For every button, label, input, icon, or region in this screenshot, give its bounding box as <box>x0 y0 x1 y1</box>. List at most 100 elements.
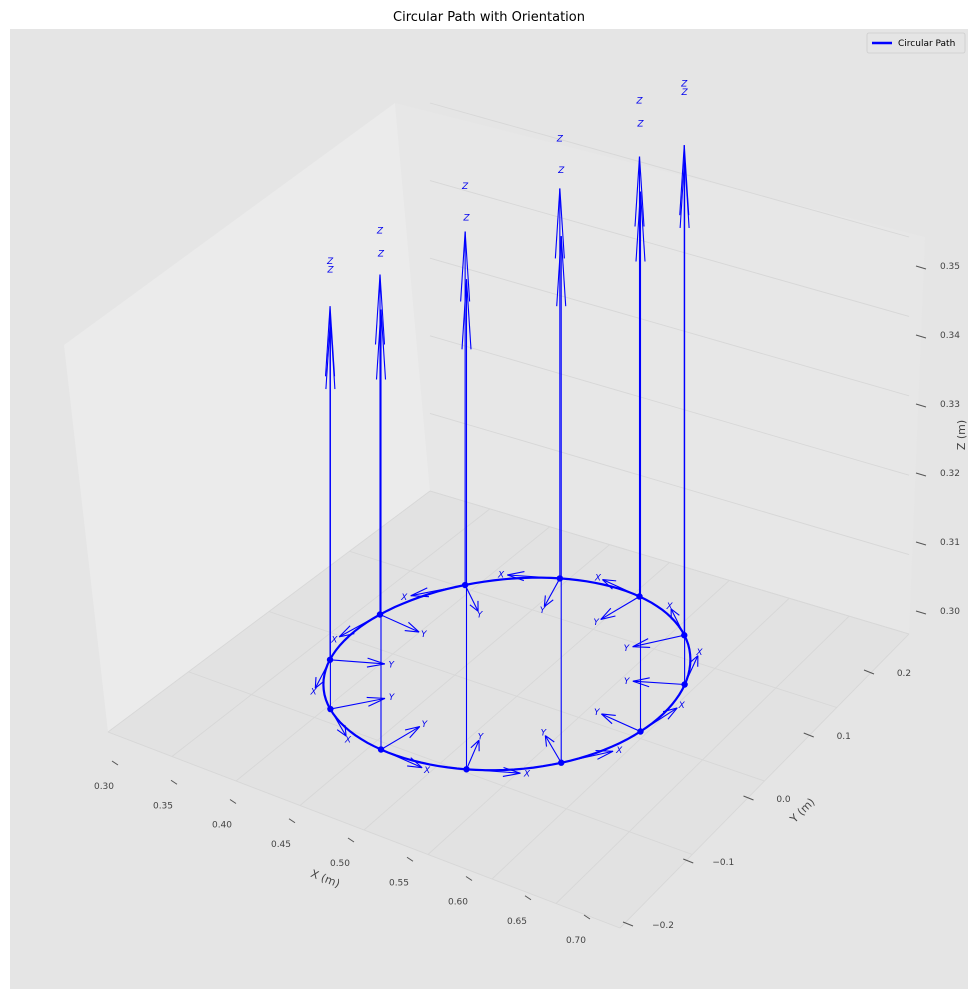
z-tick-label: 0.32 <box>940 469 960 479</box>
x-tick-mark <box>583 914 591 920</box>
z-tick-label: 0.30 <box>940 607 960 617</box>
frame-y-label: Y <box>421 630 428 640</box>
y-tick-label: 0.1 <box>837 732 851 742</box>
frame-x-axis <box>329 708 347 737</box>
frame-x-axis <box>338 614 381 638</box>
frame-y-label: Y <box>477 610 484 620</box>
grid-floor-y <box>349 550 837 708</box>
frame-x-label: X <box>695 648 703 658</box>
x-tick-label: 0.65 <box>507 917 527 927</box>
frame-x-axis <box>380 748 423 769</box>
y-tick-label: 0.2 <box>897 669 911 679</box>
frame-y-label: Y <box>389 660 396 670</box>
x-tick-label: 0.30 <box>94 782 114 792</box>
grid-back-z <box>429 257 910 397</box>
frame-y-label: Y <box>422 720 429 730</box>
path-point <box>327 705 334 713</box>
frame-y-axis <box>632 634 685 648</box>
frame-z-label: Z <box>556 135 564 145</box>
frame-y-axis <box>379 613 420 633</box>
z-tick-mark <box>915 541 927 546</box>
frame-z-axis <box>679 145 690 636</box>
frame-z-axis <box>634 156 645 597</box>
x-tick-mark <box>170 779 178 785</box>
frame-x-axis <box>314 659 331 689</box>
grid-back-z <box>429 335 910 476</box>
frame-y-label: Y <box>541 728 548 738</box>
frame-z-label: Z <box>681 88 689 98</box>
frame-y-axis <box>380 726 421 750</box>
x-tick-mark <box>524 895 532 901</box>
y-tick-mark <box>743 795 754 801</box>
frame-y-axis <box>601 713 641 733</box>
path-point <box>463 766 470 773</box>
x-tick-label: 0.35 <box>153 801 173 811</box>
frame-z-label: Z <box>461 182 469 192</box>
frame-y-axis <box>600 596 640 620</box>
frame-x-label: X <box>678 701 686 711</box>
x-tick-label: 0.60 <box>448 898 468 908</box>
frame-y-axis <box>329 657 385 668</box>
y-tick-mark <box>863 669 875 675</box>
frame-z-label: Z <box>376 227 384 237</box>
path-point <box>681 681 688 688</box>
frame-y-axis <box>464 584 479 612</box>
grid-back-z <box>429 102 910 238</box>
z-tick-label: 0.31 <box>940 538 960 548</box>
frame-y-label: Y <box>624 644 631 654</box>
path-point <box>636 593 643 600</box>
axis-panes <box>64 103 925 928</box>
grid-back-z <box>429 412 910 556</box>
z-tick-label: 0.35 <box>940 262 960 272</box>
frame-y-axis <box>465 739 480 770</box>
frame-z-axis <box>635 191 646 732</box>
frame-x-axis <box>561 749 614 764</box>
legend-box <box>866 32 966 54</box>
frame-y-label: Y <box>624 677 631 687</box>
grid-back-z <box>429 180 910 317</box>
y-tick-label: 0.0 <box>776 795 791 805</box>
frame-z-label: Z <box>680 79 688 89</box>
path-point <box>377 746 385 753</box>
frame-x-label: X <box>665 602 673 612</box>
axis-ticks: 0.30 0.35 0.40 0.45 0.50 0.55 0.60 0.65 0.70 −0.2… <box>94 262 960 946</box>
legend[interactable]: Circular Path <box>866 32 966 54</box>
path-point <box>558 759 565 766</box>
frame-z-axis <box>460 231 471 586</box>
path-point <box>681 632 688 639</box>
frame-x-axis <box>684 655 699 685</box>
x-tick-mark <box>465 876 473 881</box>
pane-back <box>395 103 925 634</box>
grid-floor-y <box>188 671 693 855</box>
x-tick-mark <box>347 837 355 843</box>
frame-z-label: Z <box>635 97 643 107</box>
frame-x-axis <box>507 571 560 582</box>
y-tick-mark <box>803 732 814 738</box>
frame-y-axis <box>330 696 386 710</box>
z-tick-mark <box>915 334 927 339</box>
frame-x-axis <box>410 584 466 598</box>
grid-floor-y <box>107 731 621 929</box>
x-tick-mark <box>229 799 237 804</box>
path-point <box>556 575 564 582</box>
z-tick-label: 0.33 <box>940 400 960 410</box>
x-tick-label: 0.45 <box>271 840 291 850</box>
frame-x-label: X <box>330 636 338 646</box>
x-tick-label: 0.50 <box>330 859 350 869</box>
y-tick-label: −0.2 <box>652 921 674 931</box>
plot-area: Z X Y Z X Y Z X Y Z X Y Z X Y Z X Y Z X Y Z X Y Z X Y Z X Y Z X Y Z X Y <box>309 79 703 779</box>
frame-z-axis <box>325 319 336 710</box>
x-tick-mark <box>111 760 119 766</box>
frame-y-axis <box>632 677 685 688</box>
frame-y-label: Y <box>478 733 485 743</box>
x-tick-label: 0.70 <box>566 936 586 946</box>
y-tick-mark <box>683 858 694 864</box>
grid-floor-y <box>268 611 765 782</box>
frame-z-label: Z <box>326 257 334 267</box>
path-point <box>376 611 384 618</box>
frame-x-axis <box>466 766 521 777</box>
frame-z-label: Z <box>636 120 644 130</box>
frame-x-label: X <box>615 746 623 756</box>
frame-z-label: Z <box>462 213 470 223</box>
